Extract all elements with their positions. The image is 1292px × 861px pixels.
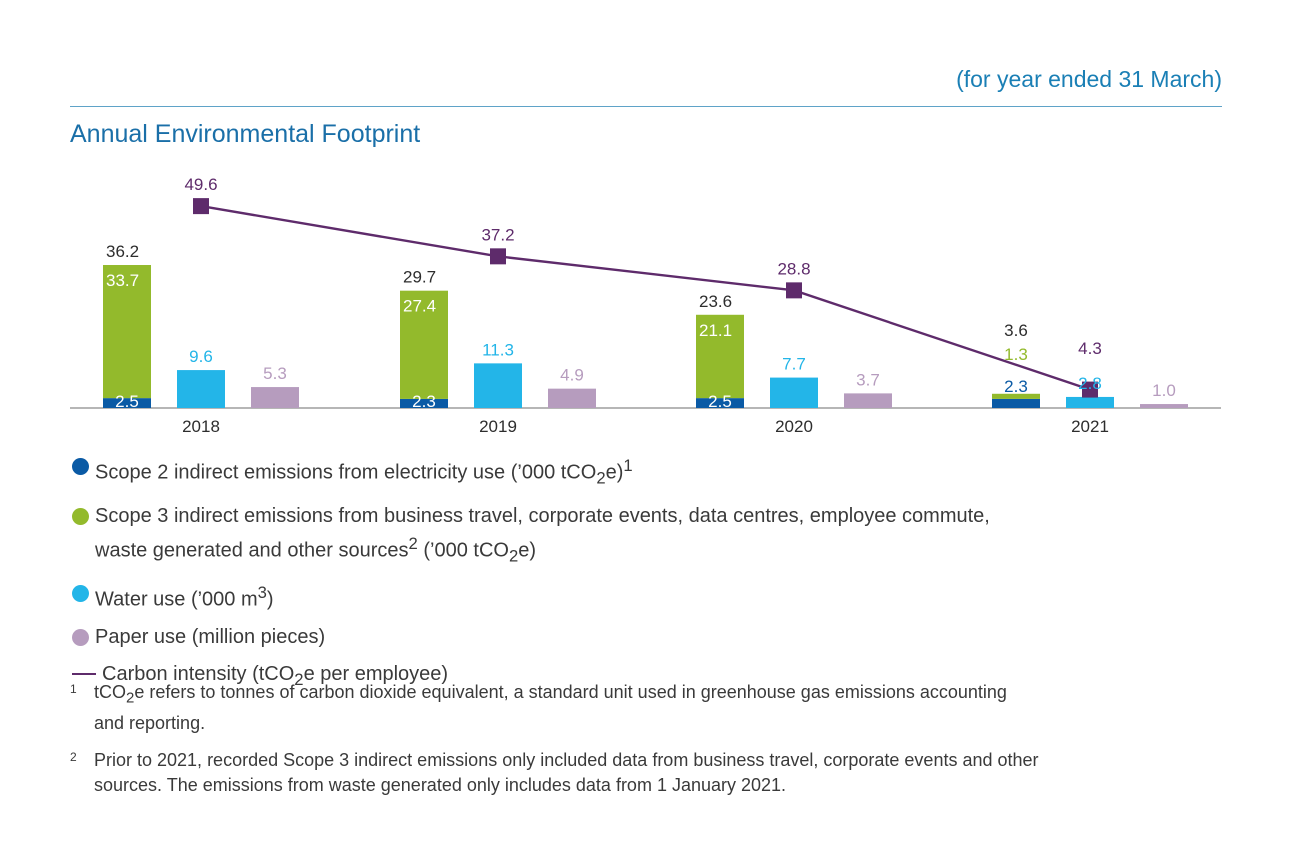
x-tick-label-2020: 2020 — [775, 417, 813, 436]
value-label-scope2-2018: 2.5 — [115, 392, 139, 411]
legend-swatch-scope3 — [72, 507, 89, 525]
bar-scope2-2019 — [400, 398, 448, 408]
footnote-1: 1 tCO2e refers to tonnes of carbon dioxi… — [70, 680, 1220, 736]
legend-label-paper: Paper use (million pieces) — [95, 625, 326, 648]
value-label-scope2-2020: 2.5 — [708, 392, 732, 411]
bar-paper-2019 — [548, 388, 596, 408]
footnotes: 1 tCO2e refers to tonnes of carbon dioxi… — [70, 680, 1220, 810]
value-label-total-2020: 23.6 — [699, 292, 732, 311]
x-tick-label-2018: 2018 — [182, 417, 220, 436]
carbon-marker-2019 — [490, 248, 506, 265]
value-label-paper-2019: 4.9 — [560, 366, 584, 385]
bar-water-2018 — [177, 370, 225, 408]
value-label-carbon-2018: 49.6 — [184, 175, 217, 194]
legend-label-carbon: Carbon intensity (tCO2e per employee) — [102, 662, 449, 689]
value-label-total-2019: 29.7 — [403, 268, 436, 287]
footnote-2-text: Prior to 2021, recorded Scope 3 indirect… — [94, 749, 1039, 795]
footnote-1-text: tCO2e refers to tonnes of carbon dioxide… — [94, 682, 1007, 733]
x-tick-label-2021: 2021 — [1071, 417, 1109, 436]
bar-scope2-2018 — [103, 398, 151, 408]
carbon-marker-2018 — [193, 198, 209, 215]
labels-layer: 2018 2.5 33.7 36.2 9.6 5.3 2019 2.3 27.4 29.7 11.3… — [106, 175, 1176, 436]
legend: Scope 2 indirect emissions from electric… — [70, 452, 990, 703]
value-label-scope3-2018: 33.7 — [106, 271, 139, 290]
footnote-2: 2 Prior to 2021, recorded Scope 3 indire… — [70, 748, 1220, 798]
value-label-water-2018: 9.6 — [189, 347, 213, 366]
legend-item-water: Water use (’000 m3) — [70, 579, 990, 614]
legend-swatch-paper — [72, 628, 89, 646]
value-label-paper-2020: 3.7 — [856, 370, 880, 389]
bar-scope2-2020 — [696, 398, 744, 408]
bar-scope3-2020 — [696, 314, 744, 399]
legend-item-carbon: Carbon intensity (tCO2e per employee) — [70, 660, 990, 694]
footnote-1-mark: 1 — [70, 682, 77, 696]
bar-water-2020 — [770, 377, 818, 408]
value-label-scope2-2019: 2.3 — [412, 392, 436, 411]
environmental-footprint-chart: 2018 2.5 33.7 36.2 9.6 5.3 2019 2.3 27.4 29.7 11.3… — [70, 175, 1221, 436]
value-label-paper-2021: 1.0 — [1152, 381, 1176, 400]
legend-item-scope2: Scope 2 indirect emissions from electric… — [70, 452, 990, 493]
value-label-carbon-2021: 4.3 — [1078, 339, 1102, 358]
value-label-water-2020: 7.7 — [782, 355, 806, 374]
value-label-total-2018: 36.2 — [106, 242, 139, 261]
value-label-scope3-2020: 21.1 — [699, 321, 732, 340]
chart-title: Annual Environmental Footprint — [70, 120, 421, 148]
value-label-scope3-2021: 1.3 — [1004, 345, 1028, 364]
period-note: (for year ended 31 March) — [956, 66, 1222, 92]
bar-scope3-2018 — [103, 265, 151, 399]
value-label-water-2021: 2.8 — [1078, 374, 1102, 393]
legend-label-scope2: Scope 2 indirect emissions from electric… — [95, 456, 633, 488]
bar-paper-2020 — [844, 393, 892, 408]
legend-label-scope3: Scope 3 indirect emissions from business… — [95, 504, 990, 566]
legend-item-scope3: Scope 3 indirect emissions from business… — [70, 502, 990, 571]
bar-scope2-2021 — [992, 398, 1040, 408]
legend-label-water: Water use (’000 m3) — [95, 583, 274, 611]
carbon-marker-2021 — [1082, 381, 1098, 398]
bar-scope3-2021 — [992, 393, 1040, 399]
carbon-intensity-line — [200, 204, 1091, 391]
bar-paper-2018 — [251, 387, 299, 408]
legend-swatch-carbon — [72, 672, 96, 675]
value-label-carbon-2020: 28.8 — [777, 259, 810, 278]
value-label-scope3-2019: 27.4 — [403, 297, 436, 316]
legend-item-paper: Paper use (million pieces) — [70, 623, 990, 651]
footnote-2-mark: 2 — [70, 749, 77, 764]
bars-layer — [70, 265, 1221, 409]
carbon-marker-2020 — [786, 282, 802, 299]
header-divider — [70, 106, 1222, 107]
bar-scope3-2019 — [400, 290, 448, 399]
x-tick-label-2019: 2019 — [479, 417, 517, 436]
value-label-paper-2018: 5.3 — [263, 364, 287, 383]
value-label-carbon-2019: 37.2 — [481, 225, 514, 244]
value-label-scope2-2021: 2.3 — [1004, 377, 1028, 396]
bar-water-2019 — [474, 363, 522, 408]
legend-swatch-water — [72, 585, 89, 603]
value-label-water-2019: 11.3 — [482, 340, 514, 359]
legend-swatch-scope2 — [72, 458, 89, 475]
bar-paper-2021 — [1140, 404, 1188, 408]
carbon-line-layer — [193, 198, 1098, 398]
bar-water-2021 — [1066, 396, 1114, 408]
value-label-total-2021: 3.6 — [1004, 321, 1028, 340]
